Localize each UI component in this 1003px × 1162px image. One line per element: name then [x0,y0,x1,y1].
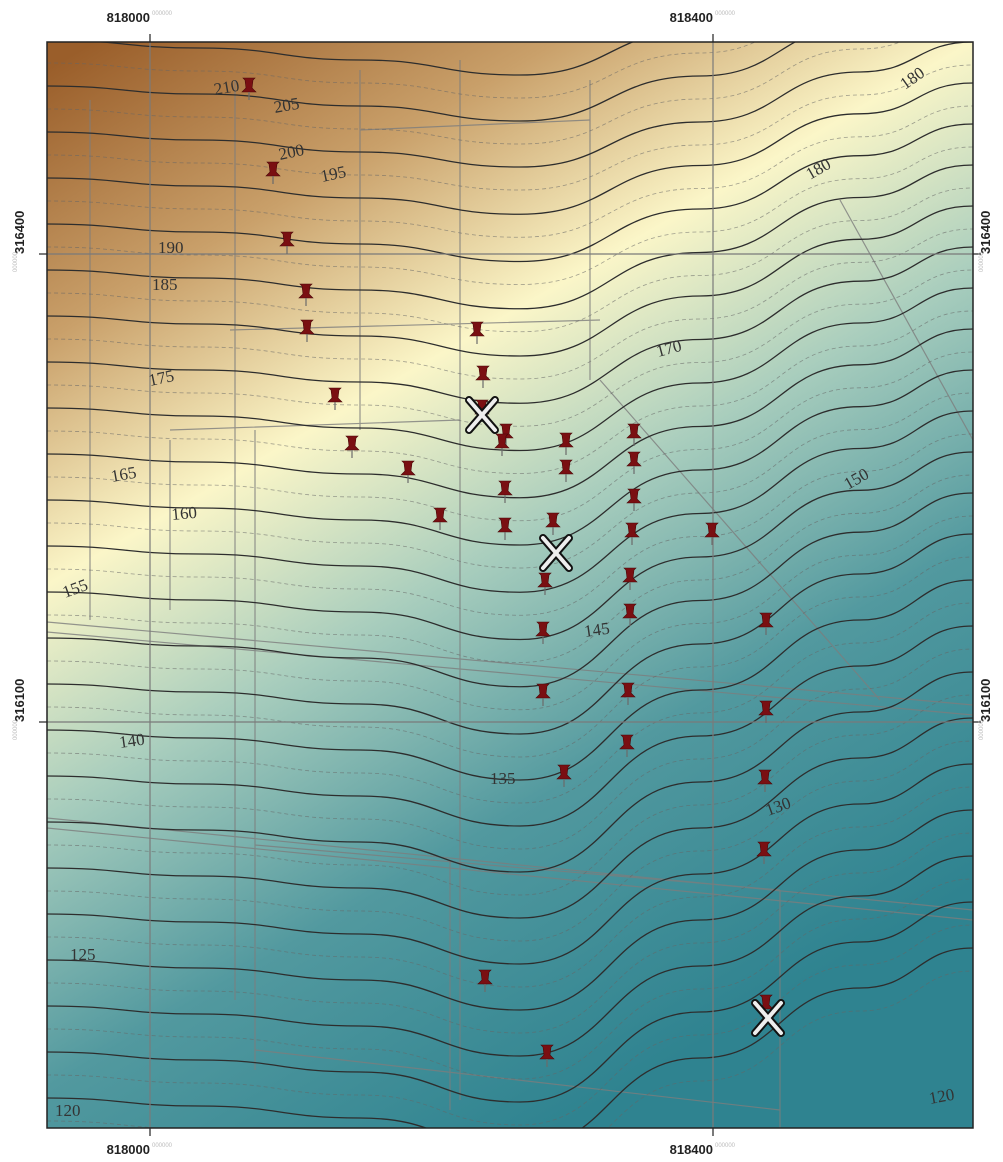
terrain-raster [47,42,973,1128]
x-coord-suffix: 000000 [715,11,736,17]
y-coord-label: 316400 [12,211,27,254]
y-coord-suffix: 000000 [13,251,19,272]
map: 2102052001951901851801801751701651601551… [0,0,1003,1162]
x-coord-label: 818400 [670,10,713,25]
y-coord-label: 316100 [12,679,27,722]
contour-label: 120 [55,1101,81,1120]
x-coord-suffix: 000000 [152,11,173,17]
y-coord-suffix: 000000 [979,719,985,740]
contour-label: 190 [158,238,184,257]
y-coord-label: 316400 [978,211,993,254]
page: 2102052001951901851801801751701651601551… [0,0,1003,1162]
y-coord-suffix: 000000 [979,251,985,272]
contour-label: 125 [70,945,96,964]
contour-label: 145 [583,619,611,641]
x-coord-suffix: 000000 [715,1143,736,1149]
x-coord-label: 818000 [107,1142,150,1157]
y-coord-label: 316100 [978,679,993,722]
contour-label: 140 [118,730,146,752]
contour-label: 185 [152,275,178,294]
x-coord-suffix: 000000 [152,1143,173,1149]
contour-label: 135 [490,769,516,788]
y-coord-suffix: 000000 [13,719,19,740]
x-coord-label: 818400 [670,1142,713,1157]
x-coord-label: 818000 [107,10,150,25]
contour-label: 160 [171,503,198,524]
